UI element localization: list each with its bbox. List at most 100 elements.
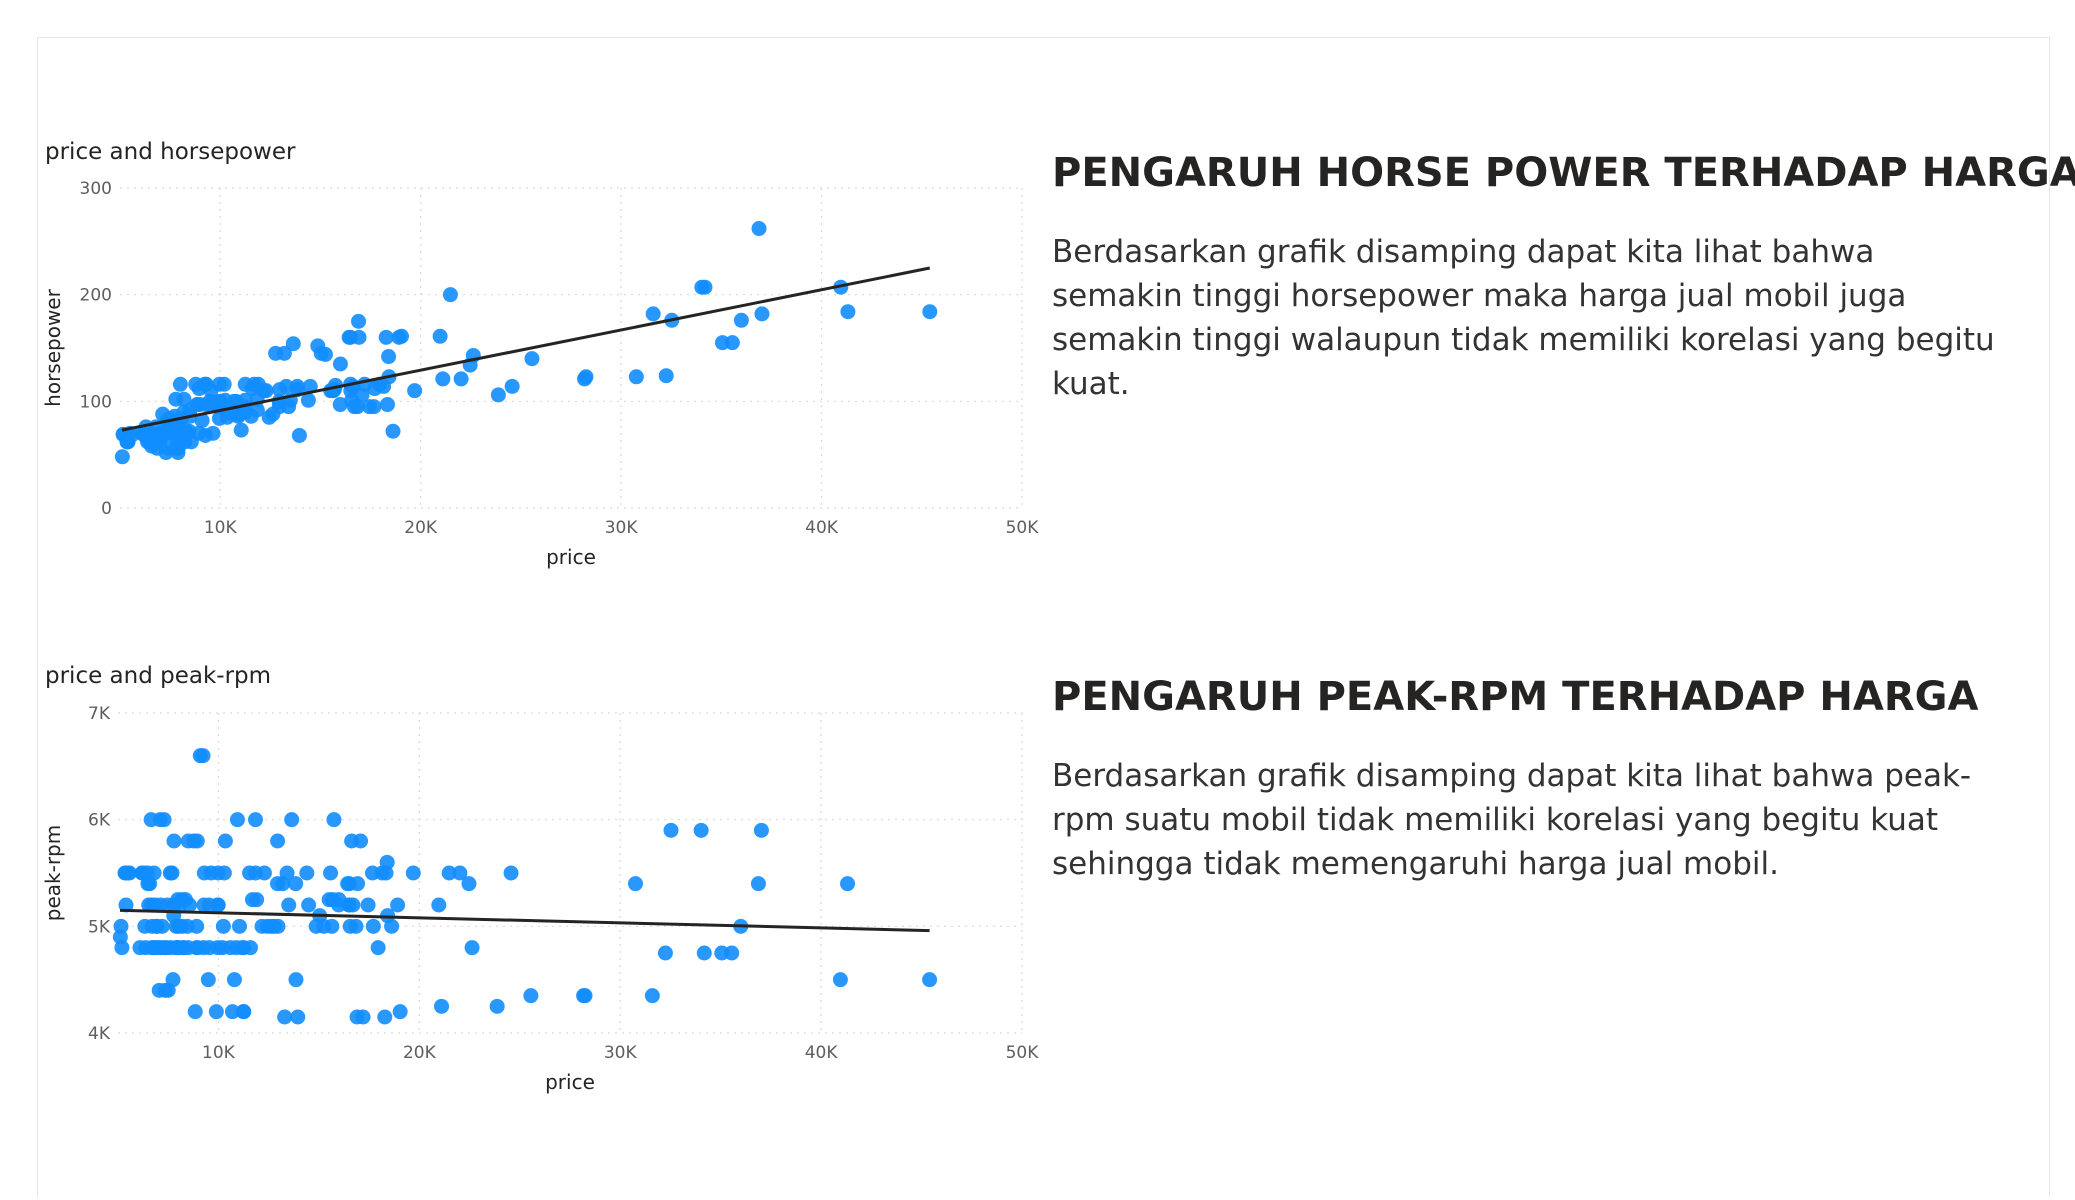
data-point[interactable] (349, 399, 365, 415)
data-point[interactable] (360, 897, 376, 913)
data-point[interactable] (279, 865, 295, 881)
data-point[interactable] (922, 972, 938, 988)
data-point[interactable] (392, 1004, 408, 1020)
data-point[interactable] (657, 945, 673, 961)
data-point[interactable] (332, 397, 348, 413)
data-point[interactable] (658, 368, 674, 384)
data-point[interactable] (208, 1004, 224, 1020)
data-point[interactable] (229, 812, 245, 828)
data-point[interactable] (628, 369, 644, 385)
data-point[interactable] (366, 399, 382, 415)
data-point[interactable] (379, 397, 395, 413)
data-point[interactable] (435, 371, 451, 387)
data-point[interactable] (299, 865, 315, 881)
data-point[interactable] (216, 376, 232, 392)
data-point[interactable] (224, 1004, 240, 1020)
data-point[interactable] (270, 918, 286, 934)
data-point[interactable] (464, 940, 480, 956)
data-point[interactable] (453, 371, 469, 387)
data-point[interactable] (187, 1004, 203, 1020)
data-point[interactable] (226, 972, 242, 988)
data-point[interactable] (733, 312, 749, 328)
data-point[interactable] (350, 876, 366, 892)
data-point[interactable] (645, 306, 661, 322)
data-point[interactable] (379, 854, 395, 870)
data-point[interactable] (461, 876, 477, 892)
data-point[interactable] (577, 988, 593, 1004)
data-point[interactable] (434, 998, 450, 1014)
data-point[interactable] (523, 988, 539, 1004)
data-point[interactable] (164, 865, 180, 881)
data-point[interactable] (118, 897, 134, 913)
data-point[interactable] (156, 812, 172, 828)
data-point[interactable] (291, 427, 307, 443)
data-point[interactable] (284, 812, 300, 828)
data-point[interactable] (300, 392, 316, 408)
data-point[interactable] (172, 376, 188, 392)
data-point[interactable] (405, 865, 421, 881)
data-point[interactable] (696, 945, 712, 961)
data-point[interactable] (503, 865, 519, 881)
data-point[interactable] (840, 876, 856, 892)
data-point[interactable] (194, 413, 210, 429)
data-point[interactable] (663, 822, 679, 838)
data-point[interactable] (394, 328, 410, 344)
data-point[interactable] (290, 1009, 306, 1025)
data-point[interactable] (236, 1004, 252, 1020)
data-point[interactable] (490, 387, 506, 403)
data-point[interactable] (324, 918, 340, 934)
data-point[interactable] (288, 876, 304, 892)
data-point[interactable] (840, 304, 856, 320)
data-point[interactable] (922, 304, 938, 320)
data-point[interactable] (189, 918, 205, 934)
data-point[interactable] (215, 918, 231, 934)
data-point[interactable] (242, 940, 258, 956)
data-point[interactable] (365, 918, 381, 934)
data-point[interactable] (200, 972, 216, 988)
data-point[interactable] (751, 221, 767, 237)
data-point[interactable] (832, 972, 848, 988)
data-point[interactable] (390, 897, 406, 913)
data-point[interactable] (114, 449, 130, 465)
data-point[interactable] (317, 346, 333, 362)
data-point[interactable] (205, 425, 221, 441)
data-point[interactable] (351, 329, 367, 345)
data-point[interactable] (724, 335, 740, 351)
data-point[interactable] (504, 378, 520, 394)
data-point[interactable] (644, 988, 660, 1004)
data-point[interactable] (249, 402, 265, 418)
chart-price-horsepower[interactable]: price and horsepower 0 100 200 300 10K 20K 30K… (0, 130, 1040, 580)
data-point[interactable] (301, 897, 317, 913)
chart-price-peak-rpm[interactable]: price and peak-rpm 4K 5K 6K 7K 10K 20K 30K 40K 5… (0, 655, 1040, 1105)
data-point[interactable] (165, 972, 181, 988)
data-point[interactable] (256, 865, 272, 881)
data-point[interactable] (195, 748, 211, 764)
data-point[interactable] (323, 865, 339, 881)
data-point[interactable] (348, 918, 364, 934)
data-point[interactable] (248, 812, 264, 828)
data-point[interactable] (384, 918, 400, 934)
data-point[interactable] (281, 897, 297, 913)
data-point[interactable] (431, 897, 447, 913)
data-point[interactable] (278, 378, 294, 394)
data-point[interactable] (452, 865, 468, 881)
data-point[interactable] (217, 833, 233, 849)
data-point[interactable] (377, 1009, 393, 1025)
data-point[interactable] (351, 313, 367, 329)
data-point[interactable] (189, 833, 205, 849)
data-point[interactable] (697, 279, 713, 295)
data-point[interactable] (154, 918, 170, 934)
data-point[interactable] (489, 998, 505, 1014)
data-point[interactable] (326, 812, 342, 828)
data-point[interactable] (276, 345, 292, 361)
data-point[interactable] (385, 423, 401, 439)
data-point[interactable] (231, 918, 247, 934)
data-point[interactable] (210, 897, 226, 913)
data-point[interactable] (353, 833, 369, 849)
data-point[interactable] (166, 833, 182, 849)
data-point[interactable] (288, 972, 304, 988)
data-point[interactable] (578, 369, 594, 385)
data-point[interactable] (370, 940, 386, 956)
data-point[interactable] (114, 940, 130, 956)
data-point[interactable] (381, 349, 397, 365)
